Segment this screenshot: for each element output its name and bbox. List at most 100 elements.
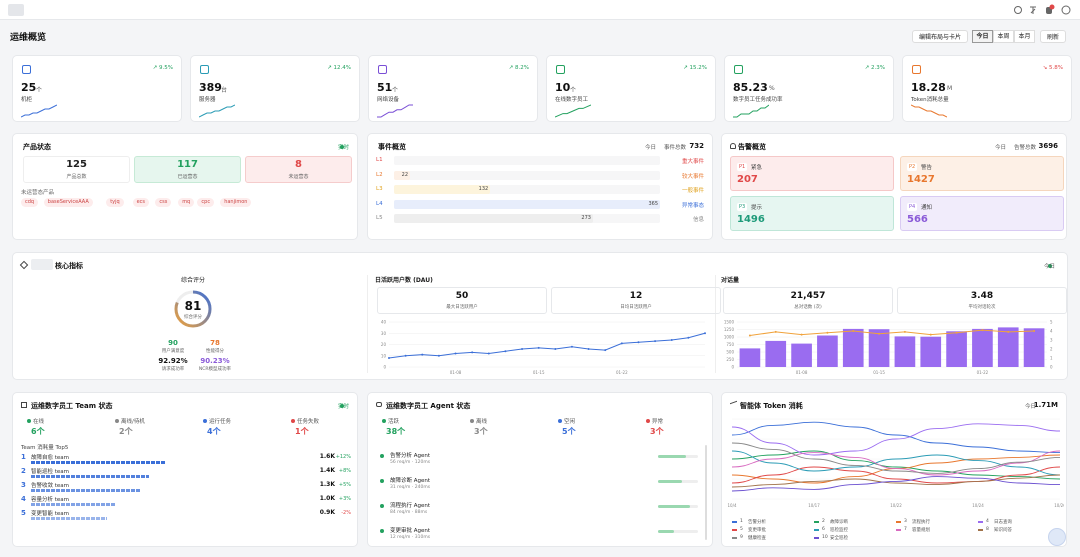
logo [8,4,24,16]
section-title: 对话量 [721,277,740,284]
scrollbar [705,445,707,540]
legend-index: 6 [822,527,825,532]
toolbar-icons[interactable] [1010,4,1074,16]
level: L3 [376,186,383,192]
card: ↗ 8.2% 51 个网络设备 [368,55,538,122]
bar [765,340,787,367]
team-change: +5% [338,481,351,488]
bar [394,214,593,223]
legend-swatch [732,521,737,523]
tag: cpc [197,198,215,207]
divider [367,275,368,373]
x-tick-label: 01-08 [796,370,808,375]
tags-title: 未运营态产品 [21,190,55,196]
sub-label: 用户满意度 [161,349,185,354]
card: 事件概览 732 事件总数 今日 L1 重大事件 L2 22 较大事件 L3 132 一般事件 L4 36… [367,133,713,240]
legend-index: 8 [986,527,989,532]
chart [377,104,413,118]
y2-tick-label: 0 [1050,365,1053,370]
status-dot [380,504,384,508]
chart [911,104,947,118]
level-badge: P4 [907,203,918,211]
stat-label: 日均日活跃用户 [620,305,652,310]
y-tick-label: 0 [383,365,386,370]
rank: 4 [21,495,26,503]
badge: 实时 [337,145,349,151]
tag: cdq [21,198,39,207]
card: 运维数字员工 Agent 状态 活跃 38个 离线 3个 空闲 5个 异常 3个 告警分析 Age… [367,392,713,547]
core-icon [19,260,29,270]
top-bar [0,0,1080,20]
stat-value: 2个 [119,427,133,436]
alert-label: 通知 [921,205,933,211]
legend-label: 流程执行 [912,520,930,525]
stat-value: 1个 [295,427,309,436]
point [437,354,440,357]
team-bar [31,503,116,506]
status-dot [380,454,384,458]
point [1007,330,1010,333]
y2-tick-label: 2 [1050,347,1053,352]
x-tick-label: 10/22 [890,503,902,508]
kpi-change: ↗ 9.5% [152,65,173,71]
team-name: 变更智能 team [31,511,70,517]
sub-label: 请求成功率 [161,367,185,372]
y-tick-label: 1250 [724,327,735,332]
team-icon [21,402,27,408]
chart: 0 10 20 30 40 01-08 01-15 01-22 [381,320,706,375]
chart [21,104,57,118]
team-value: 1.6K [319,453,335,460]
bar-value: 273 [581,215,591,221]
x-tick-label: 01-22 [616,370,628,375]
x-tick-label: 10/24 [972,503,984,508]
bar [894,336,916,367]
range-button[interactable]: 本月 [1014,30,1035,43]
edit-button[interactable]: 编辑布局与卡片 [912,30,969,43]
point [955,331,958,334]
stat-value: 5个 [562,427,576,436]
y2-tick-label: 5 [1050,320,1053,325]
legend-swatch [978,521,983,523]
bell-icon [730,143,736,149]
kpi-label: 网络设备 [377,97,400,103]
card-title: 核心指标 [55,262,83,270]
x-tick-label: 10/26 [1054,503,1064,508]
assistant-button[interactable] [1048,528,1066,546]
level: L4 [376,200,383,207]
range-button[interactable]: 今日 [972,30,993,43]
tag: hanjimon [220,198,252,207]
stat-value: 125 [66,159,87,170]
line [731,423,1061,456]
point [774,330,777,333]
refresh-button[interactable]: 刷新 [1040,30,1067,43]
row-label: 重大事件 [681,159,704,165]
x-tick-label: 01-22 [977,370,989,375]
point [421,353,424,356]
alert-label: 紧急 [751,165,763,171]
team-name: 智能巡检 team [31,469,70,475]
level: L2 [376,171,383,178]
bar [394,170,411,180]
stat-label: 总对话数 (次) [794,305,822,310]
bar [868,329,890,367]
stat-value: 50 [455,291,469,301]
stat-value: 38个 [386,427,406,436]
card-title: 智能体 Token 消耗 [740,402,803,410]
legend-swatch [814,521,819,523]
chart [733,104,769,118]
status-dot [340,404,344,408]
rank: 2 [21,467,26,475]
range-button[interactable]: 本周 [993,30,1014,43]
x-tick-label: 01-15 [533,370,545,375]
status-dot [115,419,119,423]
load-track [658,530,698,533]
load-bar [658,480,682,483]
kpi-icon [200,65,209,74]
point [388,357,390,359]
alert-box: P4 通知 566 [900,196,1064,231]
badge: 实时 [337,404,349,410]
sparkline [199,104,235,118]
kpi-label: Token消耗总量 [911,97,949,103]
card-title: 运维数字员工 Team 状态 [31,402,113,410]
bar-value: 132 [478,186,489,192]
